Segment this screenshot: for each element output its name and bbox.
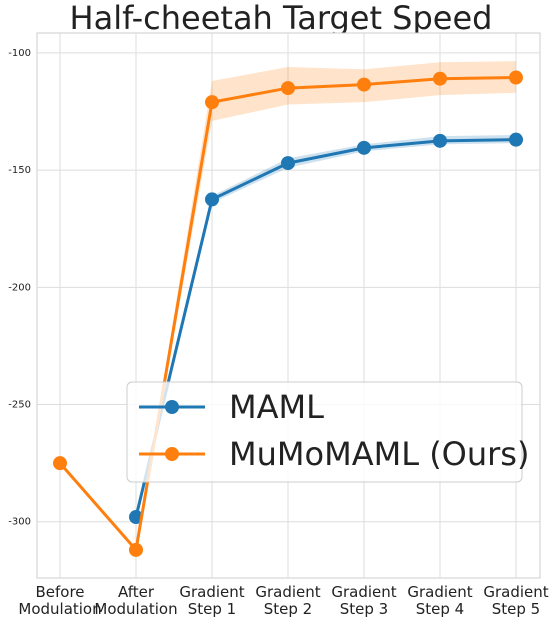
series-marker [281,81,295,96]
series-marker [129,542,143,557]
series-marker [53,456,67,471]
legend-marker [165,400,179,414]
y-tick-label: -150 [8,165,31,176]
y-tick-label: -300 [8,517,31,528]
chart-title: Half-cheetah Target Speed [70,0,493,37]
y-tick-label: -200 [8,282,31,293]
legend-label: MAML [229,388,324,426]
series-marker [205,192,219,207]
series-line [134,138,517,518]
x-tick-label: Gradient Step 1 [179,583,244,618]
legend-marker [165,447,179,461]
x-tick-label: Gradient Step 2 [255,583,320,618]
series-marker [281,156,295,171]
x-tick-label: Before Modulation [18,583,101,618]
series-marker [509,132,523,147]
x-tick-label: After Modulation [94,583,177,618]
series-marker [357,77,371,92]
series-marker [433,71,447,86]
x-tick-label: Gradient Step 5 [483,583,548,618]
series-marker [357,140,371,155]
series-marker [509,70,523,85]
legend-box [126,381,523,483]
y-tick-label: -250 [8,400,31,411]
x-tick-label: Gradient Step 4 [407,583,472,618]
x-tick-label: Gradient Step 3 [331,583,396,618]
series-marker [433,133,447,148]
y-tick-label: -100 [8,48,31,59]
legend-label: MuMoMAML (Ours) [229,435,529,473]
series-marker [205,95,219,110]
